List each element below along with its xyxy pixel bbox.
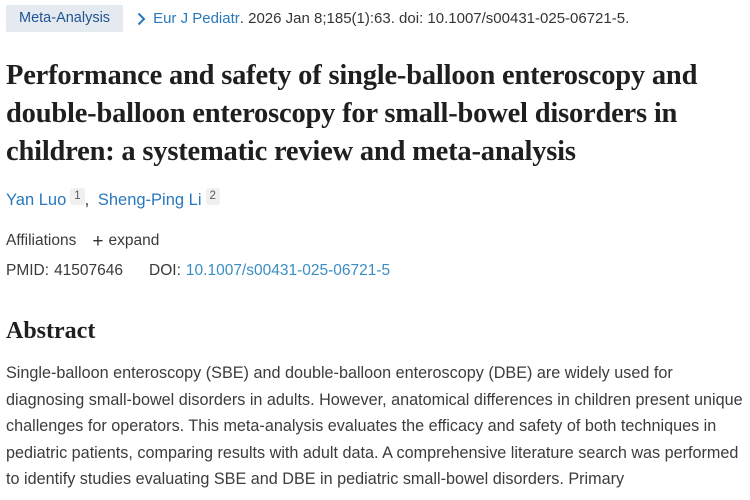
publication-type-badge: Meta-Analysis bbox=[6, 5, 124, 32]
affiliations-label: Affiliations bbox=[6, 232, 77, 249]
article-title: Performance and safety of single-balloon… bbox=[6, 60, 698, 167]
journal-link[interactable]: Eur J Pediatr bbox=[153, 9, 240, 27]
authors-list: Yan Luo 1, Sheng-Ping Li 2 bbox=[6, 188, 745, 211]
plus-icon: + bbox=[92, 230, 104, 252]
breadcrumb: Meta-Analysis Eur J Pediatr . 2026 Jan 8… bbox=[6, 5, 745, 32]
affiliations-row: Affiliations + expand bbox=[6, 230, 745, 252]
author-affiliation-sup: 2 bbox=[205, 188, 220, 205]
doi-link[interactable]: 10.1007/s00431-025-06721-5 bbox=[185, 262, 391, 279]
citation-text: . 2026 Jan 8;185(1):63. doi: 10.1007/s00… bbox=[239, 9, 630, 27]
abstract-heading: Abstract bbox=[6, 318, 96, 344]
doi-label: DOI: bbox=[149, 262, 181, 279]
pmid-value: 41507646 bbox=[54, 262, 124, 279]
identifiers-row: PMID: 41507646 DOI: 10.1007/s00431-025-067… bbox=[6, 262, 745, 280]
author-separator: , bbox=[84, 191, 90, 209]
chevron-right-icon bbox=[137, 12, 146, 26]
abstract-text: Single-balloon enteroscopy (SBE) and dou… bbox=[6, 364, 743, 488]
pmid-group: PMID: 41507646 bbox=[6, 262, 123, 280]
expand-label: expand bbox=[108, 232, 160, 249]
author-affiliation-sup: 1 bbox=[70, 188, 85, 205]
doi-group: DOI: 10.1007/s00431-025-06721-5 bbox=[149, 262, 390, 280]
author-link[interactable]: Yan Luo bbox=[6, 191, 67, 209]
affiliations-expand-button[interactable]: + expand bbox=[92, 230, 160, 252]
author-link[interactable]: Sheng-Ping Li bbox=[97, 191, 202, 209]
pmid-label: PMID: bbox=[6, 262, 50, 279]
